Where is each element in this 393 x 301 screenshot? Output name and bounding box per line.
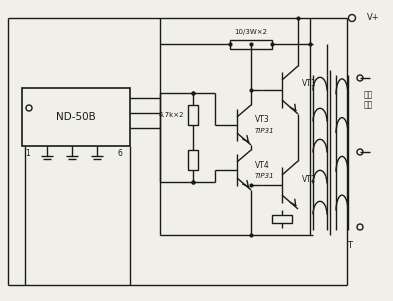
Text: 逆变: 逆变 <box>364 91 373 100</box>
Text: V+: V+ <box>367 13 380 21</box>
Text: 1: 1 <box>25 148 30 157</box>
Text: TIP31: TIP31 <box>255 128 275 134</box>
Text: 6: 6 <box>118 148 123 157</box>
Text: 10/3W×2: 10/3W×2 <box>235 29 268 35</box>
Bar <box>188 150 198 170</box>
Bar <box>188 105 198 125</box>
Text: VT4: VT4 <box>255 160 270 169</box>
Text: ND-50B: ND-50B <box>56 112 96 122</box>
Bar <box>230 40 272 49</box>
Bar <box>272 215 292 223</box>
Text: VT2: VT2 <box>302 175 317 184</box>
Bar <box>22 88 130 146</box>
Text: TIP31: TIP31 <box>255 173 275 179</box>
Text: 4.7k×2: 4.7k×2 <box>158 112 184 118</box>
Text: VT3: VT3 <box>255 116 270 125</box>
Text: 输出: 输出 <box>364 101 373 110</box>
Text: VT1: VT1 <box>302 79 317 88</box>
Text: T: T <box>347 240 353 250</box>
